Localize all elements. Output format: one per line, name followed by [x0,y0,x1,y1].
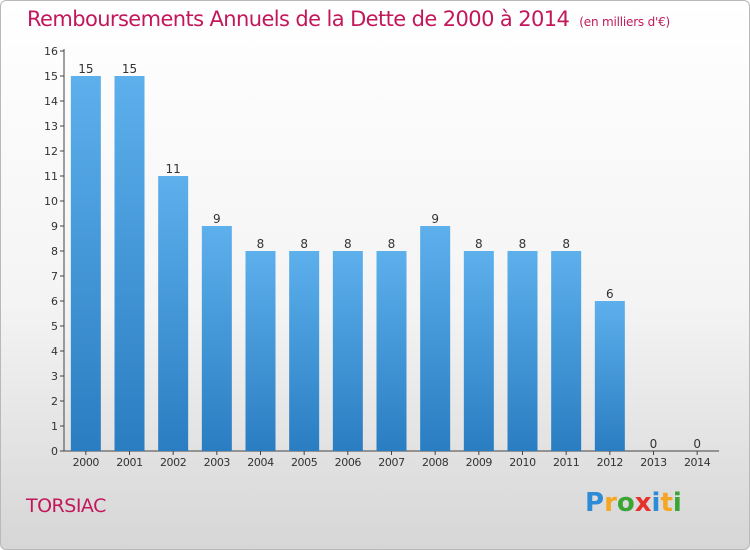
bar-2012 [594,301,625,451]
data-label: 9 [431,212,439,226]
bar-2010 [507,251,538,451]
x-tick-label: 2006 [335,456,362,469]
unit-label: (en milliers d'€) [579,15,671,29]
x-tick-label: 2012 [597,456,623,469]
data-label: 0 [650,437,658,451]
y-tick-label: 2 [51,395,58,408]
data-label: 8 [300,237,308,251]
bar-2007 [376,251,407,451]
x-tick-label: 2010 [509,456,536,469]
x-tick-label: 2002 [160,456,186,469]
bar-2009 [463,251,494,451]
y-tick-label: 4 [51,345,58,358]
y-tick-label: 14 [44,95,58,108]
y-tick-label: 12 [44,145,58,158]
y-tick-label: 10 [44,195,58,208]
y-tick-label: 8 [51,245,58,258]
y-tick-label: 6 [51,295,58,308]
x-tick-label: 2005 [291,456,318,469]
logo-letter: r [604,488,617,518]
data-label: 15 [122,62,137,76]
y-tick-label: 9 [51,220,58,233]
chart-title: Remboursements Annuels de la Dette de 20… [27,7,670,31]
bar-2006 [332,251,363,451]
x-tick-label: 2007 [378,456,405,469]
proxiti-logo: Proxiti [585,488,682,518]
bar-2004 [245,251,276,451]
data-label: 8 [257,237,265,251]
bar-2003 [201,226,232,451]
data-label: 8 [519,237,527,251]
x-tick-label: 2013 [640,456,667,469]
data-label: 0 [693,437,701,451]
y-tick-label: 0 [51,445,58,458]
x-tick-label: 2001 [116,456,142,469]
data-label: 8 [562,237,570,251]
title-text: Remboursements Annuels de la Dette de 20… [27,7,570,31]
bar-2002 [158,176,189,451]
logo-letter: P [585,488,605,518]
x-tick-label: 2003 [204,456,231,469]
x-tick-label: 2009 [466,456,493,469]
logo-letter: t [660,488,673,518]
bar-2000 [70,76,101,451]
logo-letter: x [634,488,652,518]
data-label: 9 [213,212,221,226]
x-tick-label: 2011 [553,456,579,469]
bar-2001 [114,76,145,451]
x-tick-label: 2014 [684,456,711,469]
commune-name: TORSIAC [26,495,106,517]
y-tick-label: 3 [51,370,58,383]
y-tick-label: 7 [51,270,58,283]
bar-2011 [551,251,582,451]
x-tick-label: 2008 [422,456,449,469]
data-label: 8 [344,237,352,251]
x-tick-label: 2004 [247,456,274,469]
y-tick-label: 15 [44,70,58,83]
data-label: 8 [388,237,396,251]
y-tick-label: 11 [44,170,58,183]
y-tick-label: 1 [51,420,58,433]
y-tick-label: 13 [44,120,58,133]
bar-2005 [289,251,320,451]
data-label: 8 [475,237,483,251]
data-label: 15 [78,62,93,76]
logo-letter: o [616,488,635,518]
y-tick-label: 5 [51,320,58,333]
bar-2008 [420,226,451,451]
data-label: 11 [166,162,181,176]
logo-letter: i [651,488,661,518]
x-tick-label: 2000 [73,456,100,469]
y-tick-label: 16 [44,45,58,58]
logo-letter: i [672,488,682,518]
data-label: 6 [606,287,614,301]
